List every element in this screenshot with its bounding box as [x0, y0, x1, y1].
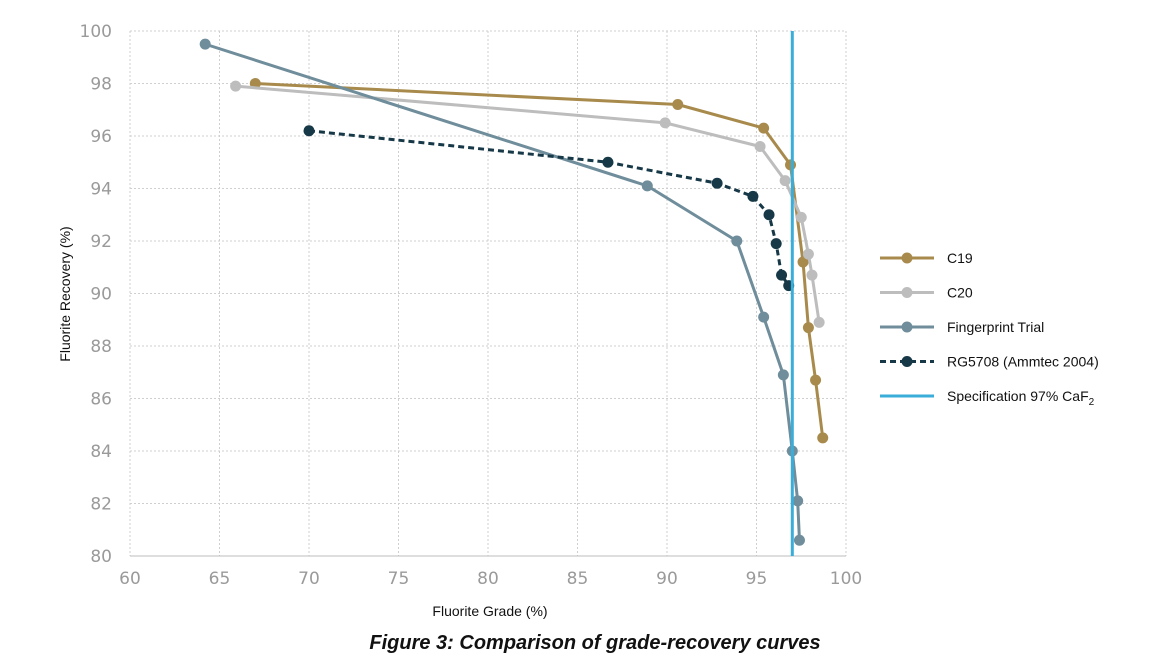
legend-item: C19 [880, 250, 973, 266]
legend-swatch-marker [901, 252, 913, 264]
tick-labels: 60 65 70 75 80 85 90 95 100 80 82 84 86 88 90 92 94 96 98 1… [80, 22, 863, 589]
x-tick-label: 65 [209, 569, 231, 589]
grid [129, 30, 847, 557]
data-point [792, 495, 804, 507]
data-point [602, 156, 614, 168]
data-point [802, 248, 814, 260]
x-tick-label: 95 [746, 569, 768, 589]
data-point [230, 80, 242, 92]
series-line [255, 82, 825, 439]
x-tick-label: 80 [477, 569, 499, 589]
data-point [303, 125, 315, 137]
x-tick-label: 60 [119, 569, 141, 589]
data-point [779, 175, 791, 187]
legend-label: Fingerprint Trial [947, 319, 1044, 335]
data-point [659, 117, 671, 129]
legend-swatch-marker [901, 287, 913, 298]
legend-label: RG5708 (Ammtec 2004) [947, 354, 1099, 370]
data-point [806, 269, 818, 281]
legend-item: Fingerprint Trial [880, 319, 1044, 335]
y-tick-label: 96 [90, 127, 112, 147]
data-point [793, 534, 805, 546]
legend-label-subscript: 2 [1089, 397, 1095, 408]
data-point [810, 374, 822, 386]
y-tick-label: 84 [90, 442, 112, 462]
x-axis-label: Fluorite Grade (%) [432, 603, 547, 619]
legend-item: RG5708 (Ammtec 2004) [880, 354, 1099, 370]
data-point [758, 122, 770, 134]
data-point [797, 256, 809, 268]
legend-item: C20 [880, 285, 973, 301]
x-tick-label: 100 [830, 569, 862, 589]
y-tick-label: 94 [90, 180, 112, 200]
data-point [777, 369, 789, 381]
data-point [747, 190, 759, 202]
legend-swatch-marker [901, 321, 913, 333]
series-rg5708-ammtec-2004- [303, 125, 795, 292]
data-point [802, 322, 814, 334]
legend-label: Specification 97% CaF2 [947, 388, 1095, 408]
x-tick-label: 90 [656, 569, 678, 589]
legend-item: Specification 97% CaF2 [880, 388, 1095, 408]
x-tick-label: 75 [388, 569, 410, 589]
data-point [776, 269, 788, 281]
x-tick-label: 70 [298, 569, 320, 589]
y-tick-label: 80 [90, 547, 112, 567]
data-point [199, 38, 211, 50]
legend-label: C19 [947, 250, 973, 266]
y-tick-label: 82 [90, 495, 112, 515]
series-line [204, 42, 801, 541]
series-c19 [249, 78, 829, 444]
data-point [711, 177, 723, 189]
y-tick-label: 90 [90, 285, 112, 305]
figure-caption: Figure 3: Comparison of grade-recovery c… [369, 632, 821, 654]
y-tick-label: 92 [90, 232, 112, 252]
legend-label-main: Specification 97% CaF [947, 388, 1089, 404]
series-c20 [230, 80, 825, 328]
legend-swatch-marker [901, 356, 913, 367]
data-point [754, 141, 766, 152]
data-point [672, 99, 684, 110]
y-axis-label: Fluorite Recovery (%) [57, 226, 73, 361]
series-layer [199, 38, 829, 546]
data-point [770, 238, 782, 250]
series-line [235, 84, 821, 323]
y-tick-label: 88 [90, 337, 112, 357]
y-tick-label: 98 [90, 75, 112, 95]
data-point [641, 180, 653, 192]
axis-labels: Fluorite Grade (%) Fluorite Recovery (%) [57, 226, 548, 619]
data-point [758, 311, 770, 323]
data-point [817, 432, 829, 444]
data-point [785, 159, 797, 171]
y-tick-label: 86 [90, 390, 112, 410]
data-point [763, 209, 775, 221]
y-tick-label: 100 [80, 22, 112, 42]
data-point [795, 211, 807, 223]
legend: C19 C20 Fingerprint Trial RG5708 (Ammtec 20… [880, 250, 1099, 408]
legend-label: C20 [947, 285, 973, 301]
series-fingerprint-trial [199, 38, 805, 546]
x-tick-label: 85 [567, 569, 589, 589]
data-point [813, 316, 825, 328]
data-point [731, 235, 743, 247]
